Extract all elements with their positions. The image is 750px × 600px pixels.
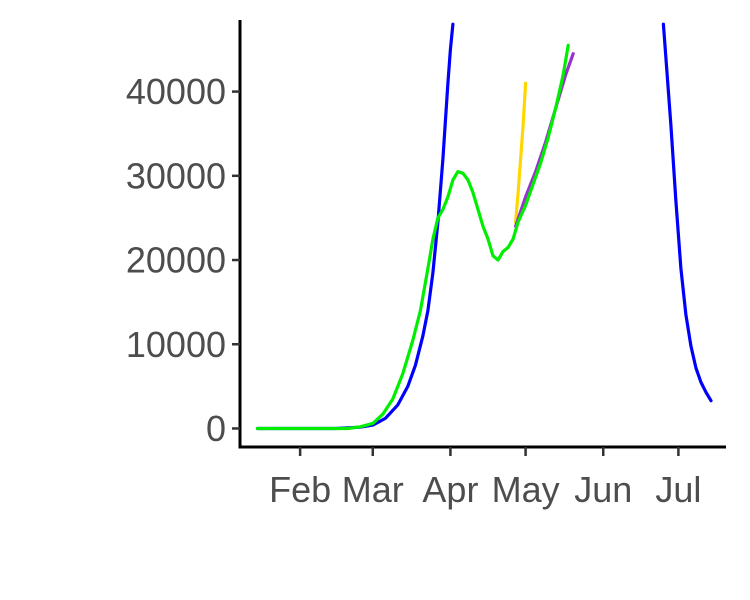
x-tick-label: Jun [574,469,632,510]
series-2-line [513,52,575,228]
x-tick-label: May [492,469,560,510]
y-tick-label: 30000 [126,155,226,196]
series-0-line-segment-0 [255,22,455,431]
series-layer [255,22,713,431]
series-3-line [255,43,570,431]
series-0-line-segment-1 [661,22,713,403]
y-tick-label: 20000 [126,240,226,281]
x-tick-label: Mar [342,469,404,510]
x-axis-ticks: Feb Mar Apr May Jun Jul [269,447,701,510]
x-tick-label: Feb [269,469,331,510]
series-1-line [513,81,528,224]
y-tick-label: 10000 [126,324,226,365]
y-axis-ticks: 0 10000 20000 30000 40000 [126,71,240,449]
y-tick-label: 40000 [126,71,226,112]
x-tick-label: Jul [655,469,701,510]
y-tick-label: 0 [206,408,226,449]
x-tick-label: Apr [422,469,478,510]
